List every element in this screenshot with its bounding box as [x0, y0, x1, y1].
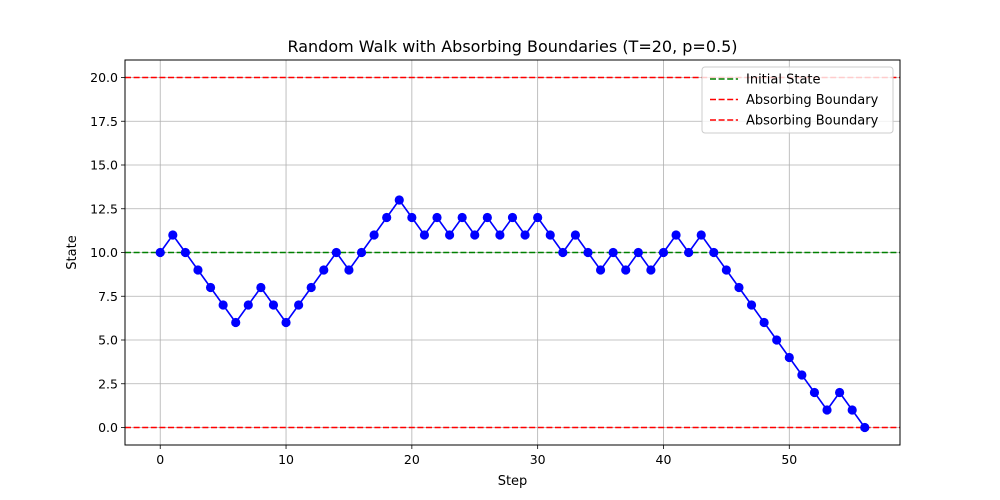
y-tick-label: 2.5: [98, 376, 118, 391]
walk-point: [759, 317, 769, 328]
walk-point: [470, 230, 480, 240]
walk-point: [193, 265, 203, 275]
legend-label: Initial State: [746, 73, 821, 88]
walk-point: [595, 265, 606, 275]
y-tick-label: 0.0: [98, 420, 118, 435]
y-tick-label: 10.0: [90, 245, 118, 260]
walk-point: [495, 230, 505, 240]
walk-point: [218, 300, 228, 310]
x-tick-label: 0: [156, 452, 164, 467]
walk-point: [369, 230, 379, 240]
walk-point: [457, 212, 467, 223]
walk-point: [709, 247, 719, 258]
y-axis-label: State: [65, 235, 80, 269]
walk-point: [696, 230, 706, 240]
x-tick-label: 20: [404, 452, 420, 467]
y-tick-label: 15.0: [90, 158, 118, 173]
walk-point: [570, 230, 581, 240]
y-tick-label: 7.5: [98, 289, 118, 304]
walk-point: [306, 282, 316, 293]
walk-point: [684, 247, 694, 258]
walk-point: [734, 282, 744, 293]
walk-point: [281, 317, 291, 328]
walk-point: [784, 352, 794, 363]
walk-point: [507, 212, 518, 223]
walk-point: [419, 230, 430, 240]
walk-point: [671, 230, 681, 240]
walk-point: [533, 212, 543, 223]
walk-point: [809, 387, 820, 398]
walk-point: [168, 230, 178, 240]
walk-point: [382, 212, 392, 223]
walk-point: [394, 195, 404, 205]
y-tick-label: 17.5: [90, 114, 118, 129]
walk-point: [268, 300, 279, 310]
walk-point: [608, 247, 618, 258]
x-tick-label: 30: [530, 452, 546, 467]
walk-point: [721, 265, 731, 275]
walk-point: [583, 247, 593, 258]
walk-point: [520, 230, 530, 240]
walk-point: [180, 247, 190, 258]
walk-point: [294, 300, 304, 310]
y-tick-label: 12.5: [90, 201, 118, 216]
x-axis-label: Step: [498, 474, 528, 489]
walk-point: [155, 247, 165, 258]
walk-point: [822, 405, 832, 415]
walk-point: [860, 422, 870, 433]
x-tick-label: 50: [781, 452, 797, 467]
walk-point: [621, 265, 631, 275]
walk-point: [558, 247, 568, 258]
walk-point: [243, 300, 253, 310]
x-tick-label: 40: [656, 452, 672, 467]
legend-box: [701, 66, 894, 134]
walk-point: [835, 387, 845, 398]
walk-point: [444, 230, 455, 240]
walk-point: [646, 265, 656, 275]
walk-point: [847, 405, 857, 415]
x-tick-label: 10: [278, 452, 294, 467]
walk-point: [746, 300, 757, 310]
walk-point: [482, 212, 492, 223]
walk-point: [256, 282, 266, 293]
walk-point: [545, 230, 555, 240]
walk-point: [205, 282, 216, 293]
walk-point: [344, 265, 354, 275]
chart-title: Random Walk with Absorbing Boundaries (T…: [287, 37, 737, 56]
walk-series: [155, 195, 870, 433]
legend-label: Absorbing Boundary: [746, 114, 879, 129]
walk-point: [231, 317, 241, 328]
legend-label: Absorbing Boundary: [746, 93, 879, 108]
walk-point: [797, 370, 807, 380]
walk-point: [407, 212, 417, 223]
y-tick-label: 5.0: [98, 333, 118, 348]
walk-point: [633, 247, 643, 258]
walk-point: [356, 247, 367, 258]
axis-ticks: 0 10 20 30 40 50 0.0 2.5 5.0 7.5 10.0 12.5 15.0 17.5 2…: [90, 70, 797, 467]
walk-point: [432, 212, 442, 223]
walk-point: [331, 247, 341, 258]
legend: Initial State Absorbing Boundary Absorbing…: [701, 66, 894, 134]
y-tick-label: 20.0: [90, 70, 118, 85]
walk-point: [772, 335, 782, 345]
walk-point: [319, 265, 329, 275]
walk-point: [658, 247, 669, 258]
